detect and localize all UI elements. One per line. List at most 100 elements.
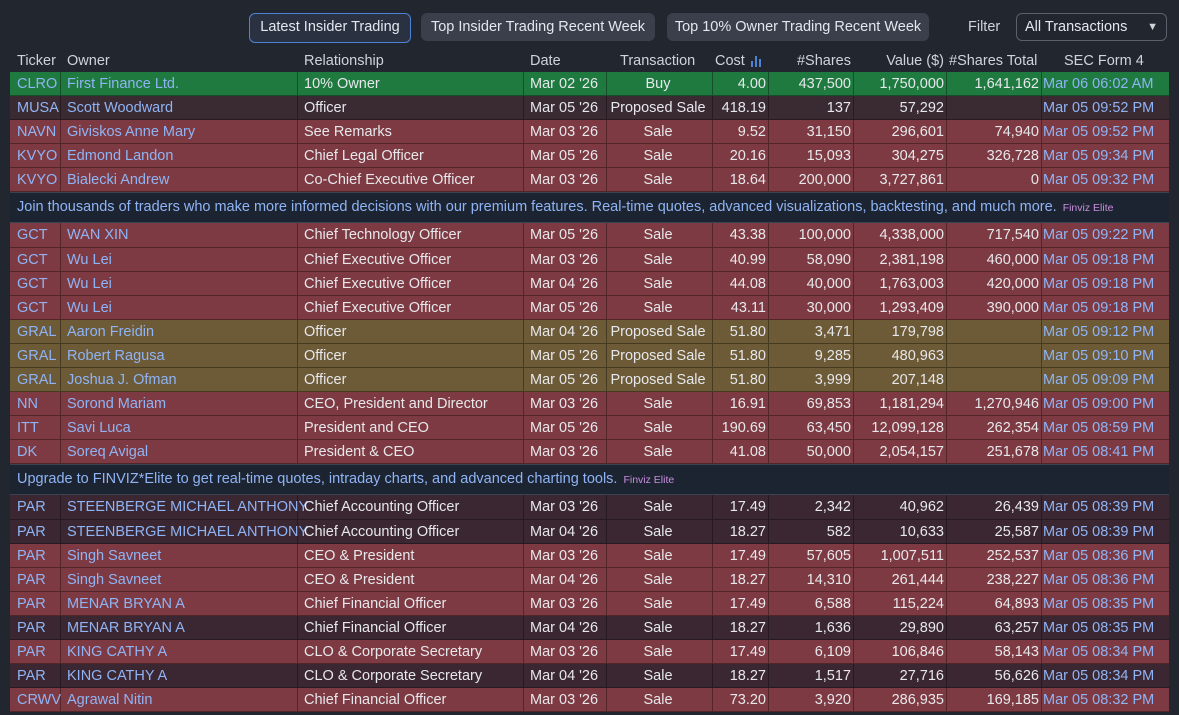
owner-link[interactable]: STEENBERGE MICHAEL ANTHONY [67,523,309,540]
owner-link[interactable]: MENAR BRYAN A [67,619,185,636]
table-row[interactable]: PAR MENAR BRYAN A Chief Financial Officer M… [10,615,1169,640]
column-header-transaction[interactable]: Transaction [620,53,696,69]
table-row[interactable]: CLRO First Finance Ltd. 10% Owner Mar 02 '2… [10,72,1169,97]
ticker-link[interactable]: ITT [17,420,39,437]
column-header-shares[interactable]: #Shares [796,53,851,69]
owner-link[interactable]: Scott Woodward [67,100,174,117]
column-header-value[interactable]: Value ($) [886,53,944,69]
table-row[interactable]: GCT Wu Lei Chief Executive Officer Mar 04 '… [10,271,1169,296]
ticker-link[interactable]: GCT [17,299,48,316]
table-row[interactable]: GRAL Aaron Freidin Officer Mar 04 '26 Propos… [10,319,1169,344]
table-row[interactable]: KVYO Bialecki Andrew Co-Chief Executive Of… [10,168,1169,193]
sec-form-link[interactable]: Mar 05 09:09 PM [1043,372,1155,389]
owner-link[interactable]: Sorond Mariam [67,396,167,413]
owner-link[interactable]: STEENBERGE MICHAEL ANTHONY [67,499,309,516]
owner-link[interactable]: Edmond Landon [67,148,174,165]
sec-form-link[interactable]: Mar 05 09:52 PM [1043,100,1155,117]
ticker-link[interactable]: GCT [17,275,48,292]
owner-link[interactable]: Savi Luca [67,420,131,437]
sec-form-link[interactable]: Mar 05 09:18 PM [1043,275,1155,292]
table-row[interactable]: CRWV Agrawal Nitin Chief Financial Officer… [10,688,1169,713]
sec-form-link[interactable]: Mar 05 08:41 PM [1043,444,1155,461]
owner-link[interactable]: Wu Lei [67,275,112,292]
ticker-link[interactable]: PAR [17,619,46,636]
sec-form-link[interactable]: Mar 05 08:36 PM [1043,571,1155,588]
ticker-link[interactable]: PAR [17,643,46,660]
sec-form-link[interactable]: Mar 05 08:32 PM [1043,692,1155,709]
ticker-link[interactable]: PAR [17,571,46,588]
ticker-link[interactable]: PAR [17,547,46,564]
table-row[interactable]: GCT Wu Lei Chief Executive Officer Mar 05 '… [10,295,1169,320]
ticker-link[interactable]: GRAL [17,372,57,389]
ticker-link[interactable]: PAR [17,523,46,540]
sec-form-link[interactable]: Mar 05 09:00 PM [1043,396,1155,413]
owner-link[interactable]: Soreq Avigal [67,444,149,461]
bar-chart-icon[interactable] [750,55,761,67]
table-row[interactable]: KVYO Edmond Landon Chief Legal Officer Mar … [10,144,1169,169]
ticker-link[interactable]: PAR [17,595,46,612]
sec-form-link[interactable]: Mar 05 09:22 PM [1043,227,1155,244]
ticker-link[interactable]: NN [17,396,38,413]
table-row[interactable]: GCT WAN XIN Chief Technology Officer Mar 05… [10,223,1169,248]
table-row[interactable]: PAR Singh Savneet CEO & President Mar 04 '2… [10,567,1169,592]
sec-form-link[interactable]: Mar 05 08:35 PM [1043,619,1155,636]
sec-form-link[interactable]: Mar 05 08:35 PM [1043,595,1155,612]
sec-form-link[interactable]: Mar 05 09:18 PM [1043,299,1155,316]
ticker-link[interactable]: GRAL [17,323,57,340]
ticker-link[interactable]: GCT [17,251,48,268]
owner-link[interactable]: Singh Savneet [67,571,162,588]
ticker-link[interactable]: NAVN [17,124,57,141]
owner-link[interactable]: Wu Lei [67,299,112,316]
sec-form-link[interactable]: Mar 05 08:34 PM [1043,668,1155,685]
sec-form-link[interactable]: Mar 05 08:39 PM [1043,523,1155,540]
table-row[interactable]: MUSA Scott Woodward Officer Mar 05 '26 Propo… [10,96,1169,121]
ticker-link[interactable]: MUSA [17,100,59,117]
sec-form-link[interactable]: Mar 05 09:18 PM [1043,251,1155,268]
ticker-link[interactable]: CRWV [17,692,62,709]
column-header-owner[interactable]: Owner [67,53,110,69]
table-row[interactable]: PAR STEENBERGE MICHAEL ANTHONY Chief Accou… [10,495,1169,520]
owner-link[interactable]: First Finance Ltd. [67,76,180,92]
table-row[interactable]: GRAL Joshua J. Ofman Officer Mar 05 '26 Prop… [10,368,1169,393]
ticker-link[interactable]: KVYO [17,148,58,165]
tab-top-insider-trading-recent-week[interactable]: Top Insider Trading Recent Week [421,13,655,41]
table-row[interactable]: PAR STEENBERGE MICHAEL ANTHONY Chief Accou… [10,519,1169,544]
owner-link[interactable]: Singh Savneet [67,547,162,564]
table-row[interactable]: PAR Singh Savneet CEO & President Mar 03 '2… [10,543,1169,568]
owner-link[interactable]: Agrawal Nitin [67,692,153,709]
tab-latest-insider-trading[interactable]: Latest Insider Trading [249,13,411,43]
sec-form-link[interactable]: Mar 05 09:12 PM [1043,323,1155,340]
owner-link[interactable]: MENAR BRYAN A [67,595,185,612]
sec-form-link[interactable]: Mar 05 09:52 PM [1043,124,1155,141]
table-row[interactable]: PAR KING CATHY A CLO & Corporate Secretary… [10,664,1169,689]
sec-form-link[interactable]: Mar 05 08:59 PM [1043,420,1155,437]
column-header-cost[interactable]: Cost [715,50,761,72]
table-row[interactable]: GRAL Robert Ragusa Officer Mar 05 '26 Propos… [10,343,1169,369]
ticker-link[interactable]: GCT [17,227,48,244]
column-header-date[interactable]: Date [530,53,561,69]
owner-link[interactable]: Joshua J. Ofman [67,372,177,389]
sec-form-link[interactable]: Mar 06 06:02 AM [1043,76,1154,92]
table-row[interactable]: PAR MENAR BRYAN A Chief Financial Officer M… [10,591,1169,616]
tab-top-10-owner-trading-recent-week[interactable]: Top 10% Owner Trading Recent Week [667,13,929,41]
column-header-shares-total[interactable]: #Shares Total [949,53,1038,69]
owner-link[interactable]: Bialecki Andrew [67,172,170,189]
owner-link[interactable]: KING CATHY A [67,668,168,685]
ticker-link[interactable]: DK [17,444,38,461]
sec-form-link[interactable]: Mar 05 08:34 PM [1043,643,1155,660]
owner-link[interactable]: Giviskos Anne Mary [67,124,196,141]
column-header-relationship[interactable]: Relationship [304,53,384,69]
table-row[interactable]: NAVN Giviskos Anne Mary See Remarks Mar 03 … [10,120,1169,145]
owner-link[interactable]: KING CATHY A [67,643,168,660]
sec-form-link[interactable]: Mar 05 09:10 PM [1043,347,1155,364]
table-row[interactable]: GCT Wu Lei Chief Executive Officer Mar 03 '… [10,247,1169,272]
column-header-sec-form-4[interactable]: SEC Form 4 [1064,53,1144,69]
ticker-link[interactable]: CLRO [17,76,58,92]
table-row[interactable]: DK Soreq Avigal President & CEO Mar 03 '26 S… [10,440,1169,465]
sec-form-link[interactable]: Mar 05 09:32 PM [1043,172,1155,189]
column-header-ticker[interactable]: Ticker [17,53,56,69]
table-row[interactable]: NN Sorond Mariam CEO, President and Direct… [10,392,1169,417]
owner-link[interactable]: Wu Lei [67,251,112,268]
table-row[interactable]: ITT Savi Luca President and CEO Mar 05 '26 S… [10,416,1169,441]
sec-form-link[interactable]: Mar 05 08:39 PM [1043,499,1155,516]
